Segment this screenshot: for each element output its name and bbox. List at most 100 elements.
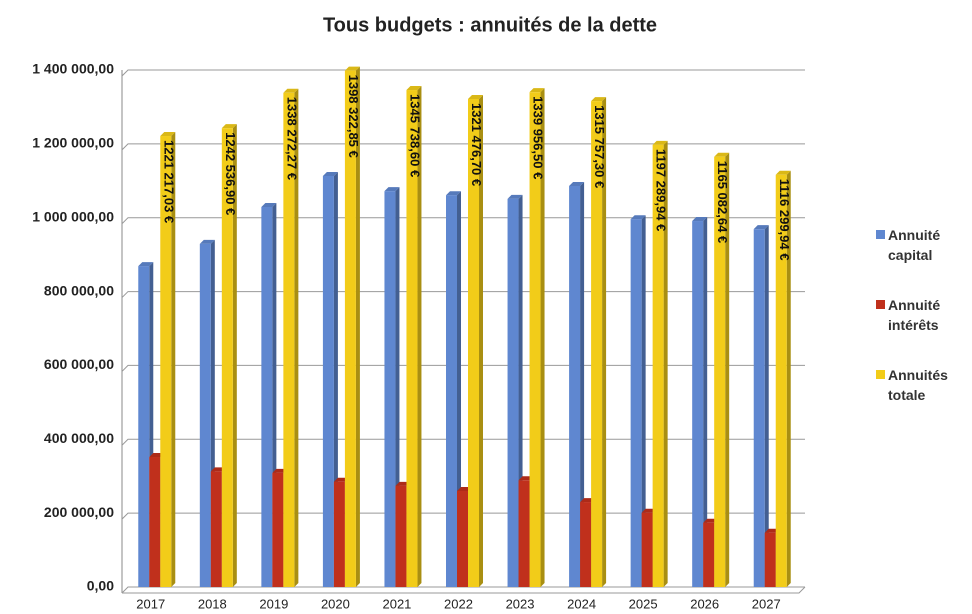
data-label: 1315 757,30 € (592, 105, 607, 188)
legend-swatch (876, 370, 885, 379)
bar-side (764, 225, 769, 587)
bar (199, 243, 211, 587)
data-label: 1197 289,94 € (654, 149, 669, 231)
data-label: 1116 299,94 € (777, 179, 792, 261)
bar-top (714, 152, 730, 157)
data-label: 1345 738,60 € (408, 94, 423, 177)
bar-side (355, 66, 360, 588)
bar-side (171, 132, 176, 587)
bar (468, 98, 479, 588)
bar-top (406, 86, 422, 91)
y-tick-label: 1 400 000,00 (32, 61, 114, 77)
bar-top (507, 194, 523, 199)
x-tick-label: 2027 (752, 596, 781, 611)
floor (122, 586, 806, 594)
y-tick-label: 200 000,00 (44, 504, 114, 520)
x-tick-label: 2020 (321, 596, 350, 611)
legend-label: Annuité capital (888, 227, 941, 263)
bar (322, 175, 334, 588)
bar (457, 490, 468, 587)
bar-top (775, 170, 791, 175)
bar (714, 156, 726, 587)
grid-line (121, 69, 805, 77)
x-tick-label: 2024 (567, 596, 596, 611)
bar-side (602, 97, 607, 588)
bar-top (160, 132, 176, 137)
bar-top (692, 217, 708, 222)
bar-side (786, 170, 791, 588)
bar-side (479, 94, 483, 588)
x-tick-label: 2021 (382, 596, 411, 611)
x-tick-label: 2017 (136, 596, 165, 611)
x-tick-label: 2025 (629, 596, 658, 611)
bar-top (529, 88, 545, 93)
x-tick-label: 2026 (690, 596, 719, 611)
data-label: 1221 217,03 € (161, 140, 176, 223)
y-tick-label: 600 000,00 (44, 356, 114, 372)
bar-top (384, 187, 400, 192)
x-tick-label: 2018 (198, 596, 227, 611)
bar (580, 502, 592, 587)
data-label: 1165 082,64 € (715, 161, 730, 243)
bar (775, 174, 787, 588)
bar-side (725, 152, 730, 587)
bar-top (283, 88, 299, 93)
bar-top (322, 171, 338, 176)
bar (529, 92, 541, 587)
chart-title: Tous budgets : annuités de la dette (323, 14, 657, 36)
bar-side (641, 215, 646, 588)
bar (261, 207, 273, 587)
bar-side (232, 124, 237, 588)
bar-side (580, 181, 585, 587)
bar (272, 472, 284, 587)
bar (569, 185, 581, 587)
bar (591, 101, 603, 588)
bar-top (344, 66, 360, 71)
bar-top (468, 94, 483, 99)
bar (764, 532, 776, 587)
bar-side (540, 88, 545, 587)
bar-top (221, 124, 237, 129)
bar (641, 512, 653, 587)
bar (753, 229, 765, 587)
legend-label: Annuité intérêts (888, 297, 941, 333)
bar-side (294, 88, 299, 587)
x-tick-label: 2019 (259, 596, 288, 611)
legend-entry: Annuité capital (876, 225, 968, 265)
data-label: 1242 536,90 € (223, 132, 238, 215)
bar (446, 195, 457, 587)
bar (149, 457, 161, 587)
bar-top (199, 239, 215, 244)
legend-swatch (876, 300, 885, 309)
bar (210, 471, 222, 587)
bar (221, 128, 233, 588)
bar-top (630, 215, 646, 220)
bar-top (446, 191, 461, 196)
bar (507, 198, 519, 587)
bar (406, 90, 418, 587)
bar-top (652, 140, 668, 145)
bar (138, 266, 150, 587)
data-label: 1321 476,70 € (469, 103, 484, 186)
legend-swatch (876, 230, 885, 239)
y-tick-label: 0,00 (87, 578, 114, 594)
bar (692, 221, 704, 588)
y-tick-label: 400 000,00 (44, 430, 114, 446)
legend-label: Annuités totale (888, 367, 948, 403)
bar (652, 144, 664, 588)
bar (333, 481, 345, 587)
bar (518, 480, 530, 587)
bar (344, 70, 356, 588)
bar (630, 219, 642, 588)
bar (703, 522, 715, 587)
bar-top (261, 203, 277, 208)
bar-side (663, 140, 668, 588)
bar (395, 485, 407, 587)
y-tick-label: 800 000,00 (44, 282, 114, 298)
data-label: 1338 272,27 € (284, 97, 299, 180)
bar-side (417, 86, 422, 587)
bar-top (753, 225, 769, 230)
grid-line (121, 143, 805, 151)
